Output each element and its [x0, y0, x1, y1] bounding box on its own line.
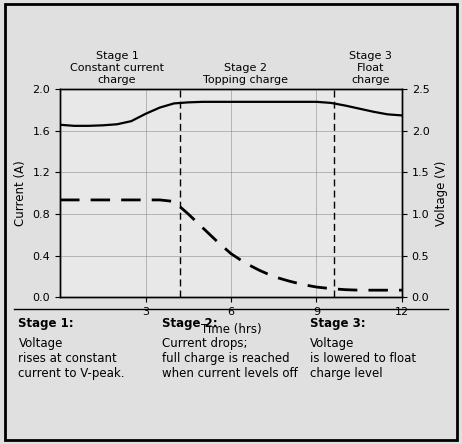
- Text: Voltage
is lowered to float
charge level: Voltage is lowered to float charge level: [310, 337, 416, 381]
- Text: Stage 2
Topping charge: Stage 2 Topping charge: [203, 63, 288, 85]
- Text: Stage 2:: Stage 2:: [162, 317, 217, 330]
- X-axis label: Time (hrs): Time (hrs): [201, 323, 261, 336]
- Text: Voltage
rises at constant
current to V-peak.: Voltage rises at constant current to V-p…: [18, 337, 125, 381]
- Text: Current drops;
full charge is reached
when current levels off: Current drops; full charge is reached wh…: [162, 337, 298, 381]
- Y-axis label: Current (A): Current (A): [14, 160, 27, 226]
- Text: Stage 1:: Stage 1:: [18, 317, 74, 330]
- Text: Stage 3
Float
charge: Stage 3 Float charge: [349, 52, 392, 85]
- Text: Stage 3:: Stage 3:: [310, 317, 365, 330]
- Y-axis label: Voltage (V): Voltage (V): [435, 160, 448, 226]
- Text: Stage 1
Constant current
charge: Stage 1 Constant current charge: [70, 52, 164, 85]
